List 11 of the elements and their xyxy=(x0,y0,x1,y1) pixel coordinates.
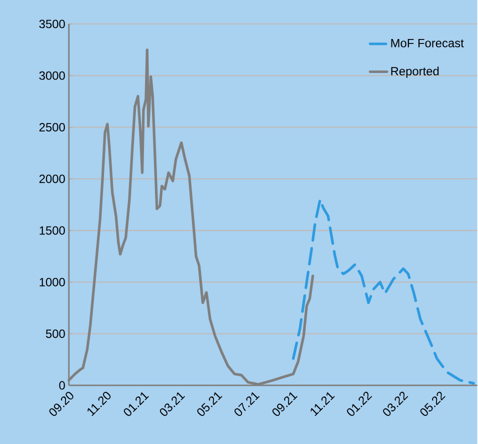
y-tick-label: 500 xyxy=(46,329,65,338)
y-tick-label: 2000 xyxy=(39,174,65,183)
y-tick-label: 0 xyxy=(59,381,65,390)
legend-label: Reported xyxy=(391,66,439,78)
y-tick-label: 2500 xyxy=(39,122,65,132)
y-tick-label: 1500 xyxy=(40,226,65,235)
y-tick-label: 1000 xyxy=(40,278,65,286)
y-tick-label: 3000 xyxy=(39,71,65,80)
legend-label: MoF Forecast xyxy=(391,38,464,48)
y-tick-label: 3500 xyxy=(39,20,65,28)
line-series xyxy=(292,198,475,384)
